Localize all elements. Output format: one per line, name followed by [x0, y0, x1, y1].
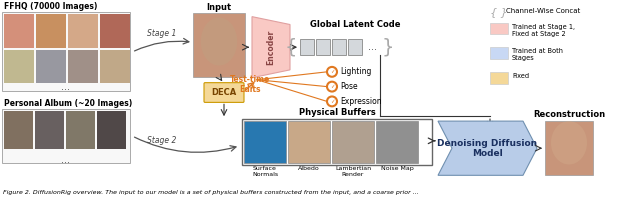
Text: }: }: [382, 38, 394, 57]
Polygon shape: [438, 121, 537, 175]
Text: ...: ...: [61, 155, 70, 164]
Text: Test-time
Edits: Test-time Edits: [230, 75, 270, 94]
Polygon shape: [252, 17, 290, 78]
FancyBboxPatch shape: [348, 39, 362, 55]
FancyBboxPatch shape: [332, 39, 346, 55]
FancyBboxPatch shape: [4, 50, 34, 83]
Text: ✓: ✓: [330, 99, 334, 104]
Text: {: {: [285, 38, 297, 57]
FancyBboxPatch shape: [376, 121, 418, 163]
FancyBboxPatch shape: [288, 121, 330, 163]
FancyBboxPatch shape: [100, 14, 130, 48]
Text: Stage 2: Stage 2: [147, 136, 177, 145]
FancyBboxPatch shape: [490, 72, 508, 84]
FancyBboxPatch shape: [545, 121, 593, 175]
Circle shape: [327, 67, 337, 77]
FancyBboxPatch shape: [4, 14, 34, 48]
Text: DECA: DECA: [211, 88, 237, 97]
FancyBboxPatch shape: [66, 111, 95, 149]
Text: Physical Buffers: Physical Buffers: [299, 108, 376, 117]
Ellipse shape: [551, 121, 587, 164]
FancyBboxPatch shape: [300, 39, 314, 55]
FancyBboxPatch shape: [204, 83, 244, 102]
Text: Albedo: Albedo: [298, 166, 320, 171]
Text: Lighting: Lighting: [340, 67, 371, 76]
Text: Lambertian
Render: Lambertian Render: [335, 166, 371, 177]
Circle shape: [327, 82, 337, 92]
FancyBboxPatch shape: [244, 121, 286, 163]
Text: Denoising Diffusion
Model: Denoising Diffusion Model: [437, 138, 538, 158]
Text: Trained at Stage 1,
Fixed at Stage 2: Trained at Stage 1, Fixed at Stage 2: [512, 23, 575, 36]
Circle shape: [327, 97, 337, 106]
Text: Encoder: Encoder: [266, 30, 275, 65]
FancyBboxPatch shape: [4, 111, 33, 149]
Text: ...: ...: [61, 82, 70, 92]
Text: ...: ...: [368, 42, 377, 52]
Text: Input: Input: [207, 3, 232, 12]
FancyBboxPatch shape: [36, 14, 66, 48]
FancyBboxPatch shape: [36, 50, 66, 83]
FancyBboxPatch shape: [490, 22, 508, 34]
FancyBboxPatch shape: [68, 50, 98, 83]
Text: Surface
Normals: Surface Normals: [252, 166, 278, 177]
Text: Figure 2. DiffusionRig overview. The input to our model is a set of physical buf: Figure 2. DiffusionRig overview. The inp…: [3, 190, 419, 195]
Ellipse shape: [201, 18, 237, 66]
FancyBboxPatch shape: [35, 111, 64, 149]
FancyBboxPatch shape: [97, 111, 126, 149]
FancyBboxPatch shape: [2, 109, 130, 164]
FancyBboxPatch shape: [316, 39, 330, 55]
Text: Noise Map: Noise Map: [381, 166, 413, 171]
Text: { }: { }: [490, 7, 508, 17]
Text: Personal Album (~20 Images): Personal Album (~20 Images): [4, 99, 132, 108]
Text: Expression: Expression: [340, 97, 381, 106]
FancyBboxPatch shape: [68, 14, 98, 48]
FancyBboxPatch shape: [2, 12, 130, 91]
Text: Channel-Wise Concat: Channel-Wise Concat: [506, 8, 580, 14]
Text: Reconstruction: Reconstruction: [533, 110, 605, 119]
Text: Fixed: Fixed: [512, 73, 529, 79]
FancyBboxPatch shape: [100, 50, 130, 83]
FancyBboxPatch shape: [193, 13, 245, 77]
Text: Stage 1: Stage 1: [147, 29, 177, 38]
Text: Pose: Pose: [340, 82, 358, 91]
Text: ✓: ✓: [330, 69, 334, 74]
Text: Global Latent Code: Global Latent Code: [310, 20, 400, 29]
Text: ✓: ✓: [330, 84, 334, 89]
Text: Trained at Both
Stages: Trained at Both Stages: [512, 48, 563, 61]
FancyBboxPatch shape: [490, 47, 508, 59]
Text: FFHQ (70000 Images): FFHQ (70000 Images): [4, 2, 97, 11]
FancyBboxPatch shape: [332, 121, 374, 163]
